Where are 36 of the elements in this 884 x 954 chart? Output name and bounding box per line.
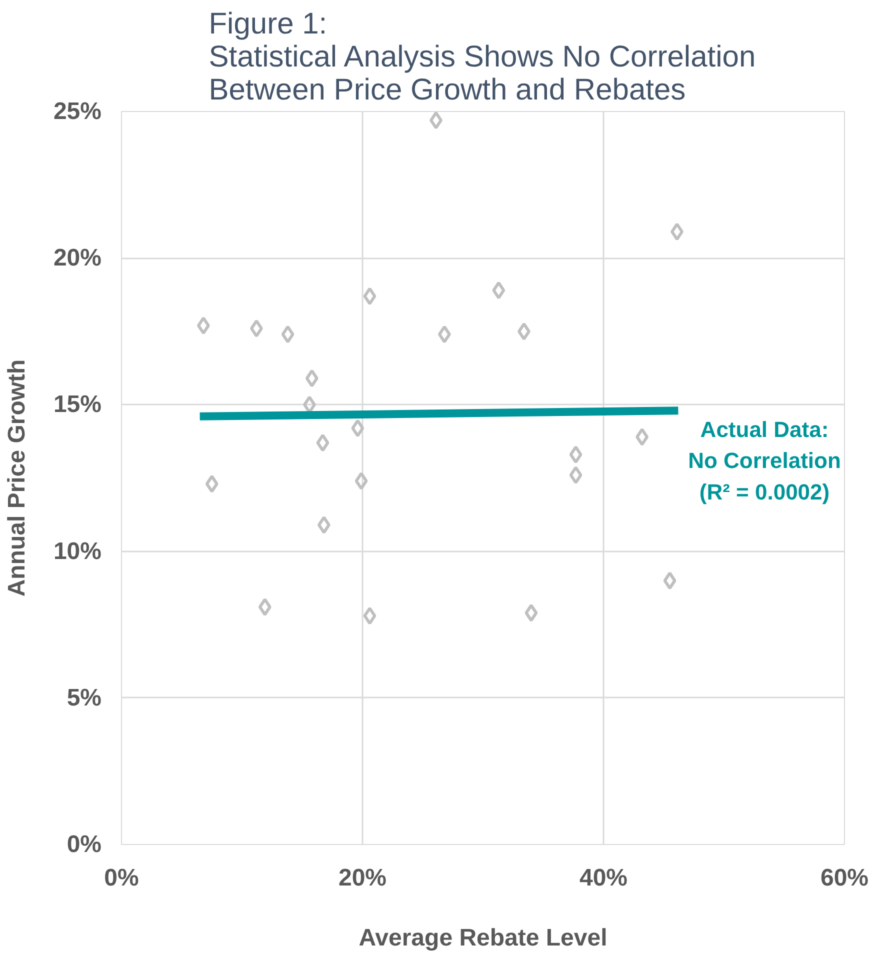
point — [281, 325, 294, 344]
y-tick-label: 5% — [66, 684, 102, 712]
point — [670, 222, 684, 241]
point — [663, 572, 676, 590]
point — [517, 322, 530, 340]
x-tick-label: 60% — [820, 864, 869, 892]
point — [363, 606, 376, 625]
y-tick-label: 25% — [53, 98, 102, 125]
point — [354, 472, 368, 490]
point — [305, 369, 318, 388]
point — [363, 287, 376, 306]
x-tick-label: 40% — [579, 864, 628, 892]
point — [430, 112, 443, 130]
point — [351, 419, 364, 438]
point — [636, 428, 649, 446]
point — [438, 325, 451, 344]
point — [258, 598, 272, 616]
y-axis-title: Annual Price Growth — [3, 359, 30, 597]
y-tick-label: 20% — [53, 244, 102, 272]
y-tick-label: 10% — [53, 538, 102, 565]
point — [569, 466, 582, 484]
point — [205, 474, 218, 493]
y-tick-label: 15% — [53, 391, 102, 418]
x-axis-title: Average Rebate Level — [358, 924, 608, 952]
point — [569, 446, 582, 464]
point — [524, 604, 538, 622]
point — [316, 434, 330, 452]
x-tick-label: 20% — [338, 864, 387, 892]
point — [250, 319, 263, 338]
chart-title: Figure 1: Statistical Analysis Shows No Correlation Between Price Growth and Rebates — [208, 8, 756, 106]
x-tick-label: 0% — [104, 864, 139, 892]
y-tick-label: 0% — [66, 831, 102, 858]
point — [492, 281, 506, 300]
point — [317, 516, 330, 534]
point — [196, 316, 210, 335]
annotation: Actual Data: No Correlation (R² = 0.0002) — [688, 416, 841, 504]
